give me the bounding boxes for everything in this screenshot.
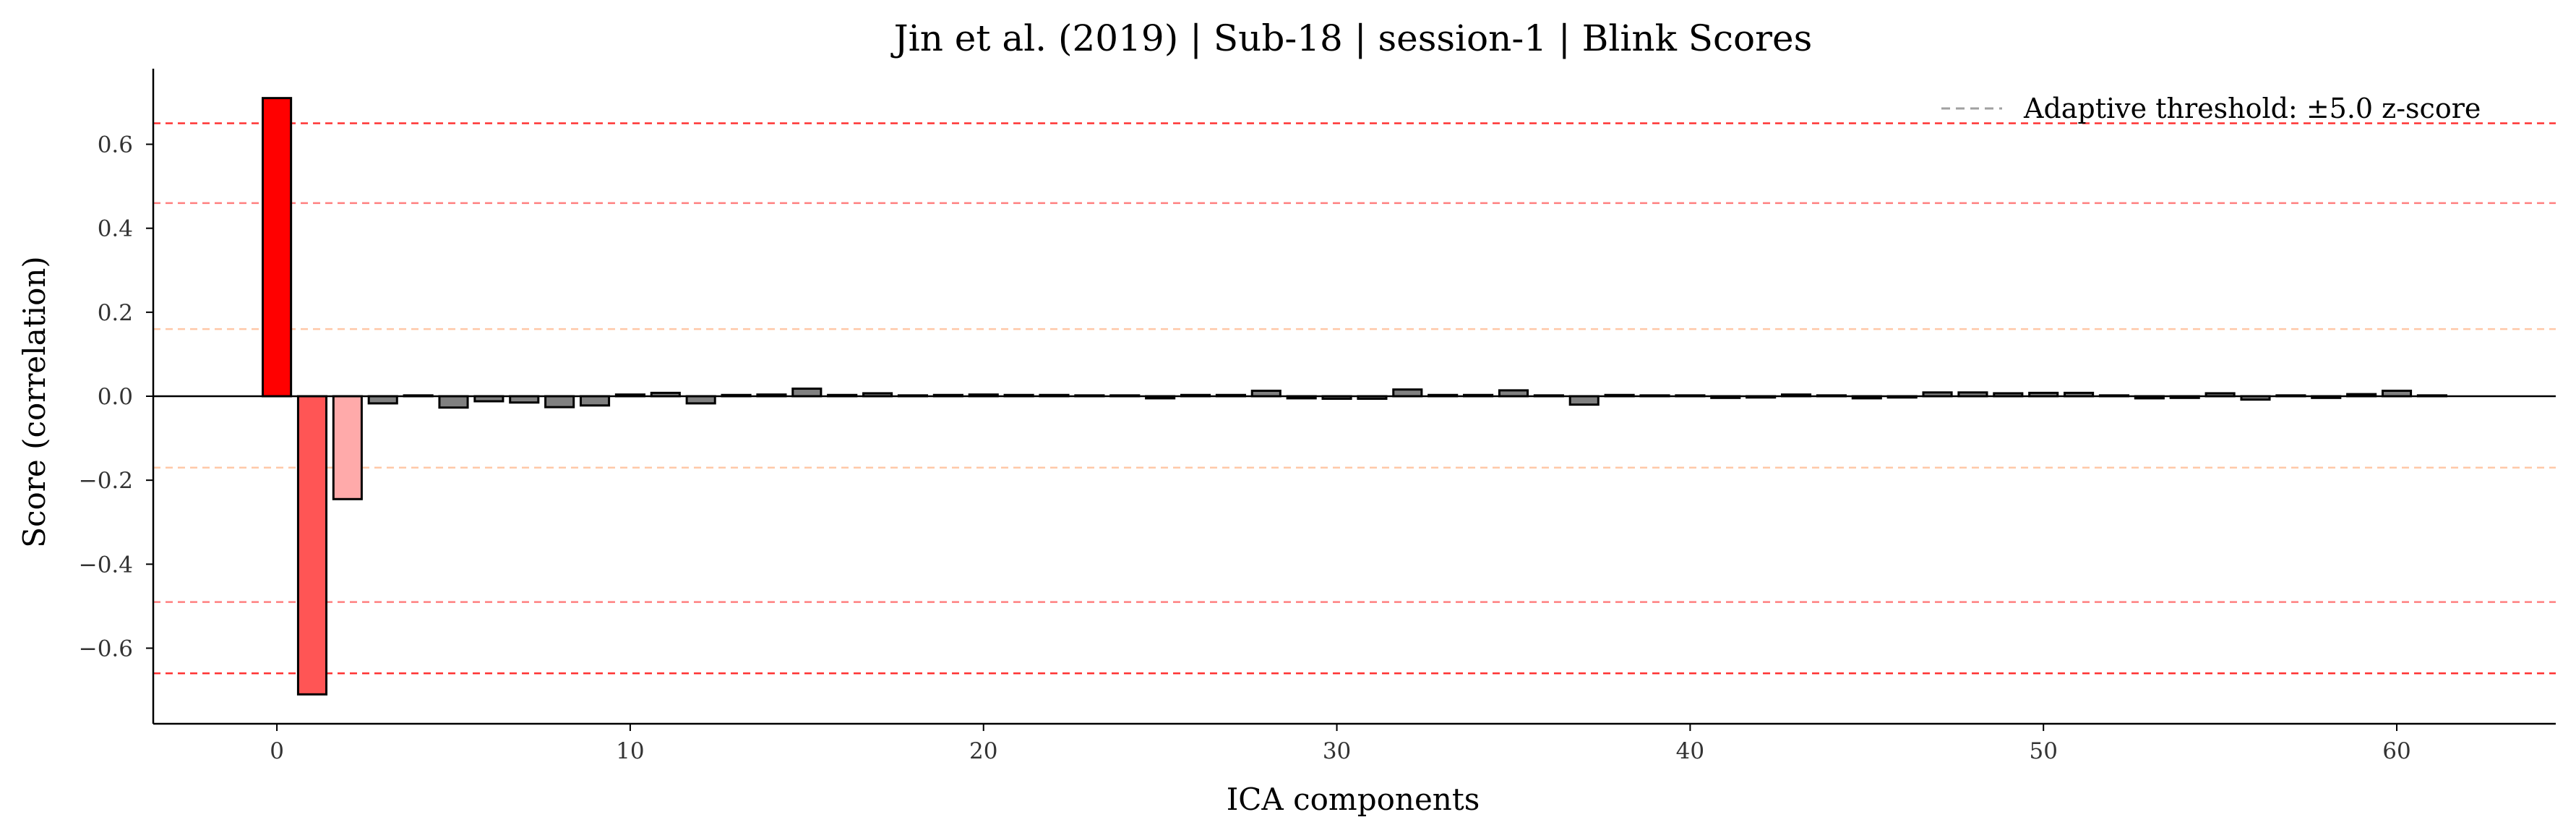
bar-component-15 <box>791 388 823 398</box>
bar-component-7 <box>509 395 540 404</box>
chart-title: Jin et al. (2019) | Sub-18 | session-1 |… <box>890 17 1813 59</box>
x-axis-label: ICA components <box>1227 782 1480 817</box>
y-tick-label-4: 0.2 <box>98 300 133 326</box>
bar-component-37 <box>1568 395 1600 406</box>
y-tick-label-1: −0.4 <box>79 552 133 578</box>
ticks: 0 10 20 30 40 50 60 −0.6 −0.4 −0.2 0.0 0.2 0.4 0.6 <box>79 132 2411 764</box>
x-tick-label-40: 40 <box>1676 738 1704 764</box>
bar-component-1 <box>296 395 328 696</box>
y-axis-label: Score (correlation) <box>17 256 52 548</box>
y-tick-label-2: −0.2 <box>79 468 133 494</box>
x-tick-label-50: 50 <box>2029 738 2057 764</box>
threshold-lines <box>153 122 2556 675</box>
x-tick-label-20: 20 <box>969 738 997 764</box>
x-tick-label-30: 30 <box>1323 738 1351 764</box>
bar-component-5 <box>438 395 469 409</box>
bar-component-9 <box>579 395 611 407</box>
bar-component-32 <box>1392 388 1423 398</box>
x-tick-label-60: 60 <box>2382 738 2410 764</box>
y-tick-label-6: 0.6 <box>98 132 133 158</box>
y-tick-label-3: 0.0 <box>98 384 133 410</box>
bar-component-3 <box>367 395 398 405</box>
bar-component-2 <box>332 395 363 500</box>
x-tick-label-10: 10 <box>616 738 644 764</box>
y-tick-label-5: 0.4 <box>98 216 133 242</box>
x-tick-label-0: 0 <box>270 738 284 764</box>
bar-component-0 <box>262 97 293 398</box>
bar-component-8 <box>544 395 575 409</box>
bar-component-12 <box>685 395 716 405</box>
legend: Adaptive threshold: ±5.0 z-score <box>1941 93 2481 124</box>
axes <box>152 69 2556 725</box>
legend-label: Adaptive threshold: ±5.0 z-score <box>2023 93 2481 124</box>
bars <box>262 97 2447 696</box>
y-tick-label-0: −0.6 <box>79 636 133 662</box>
